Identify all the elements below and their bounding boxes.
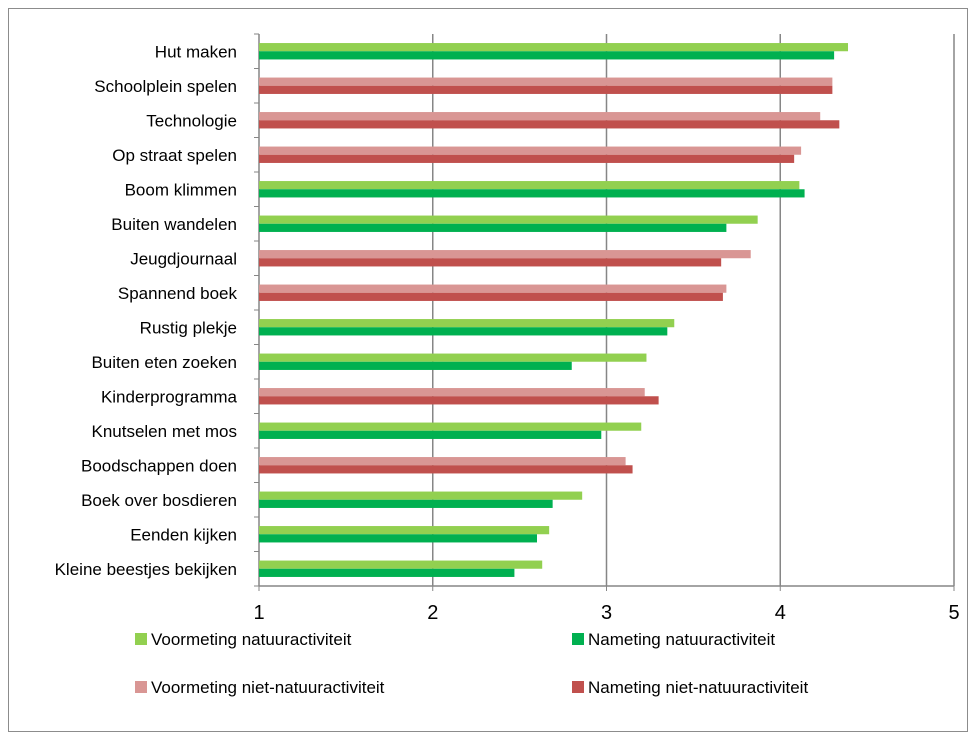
category-label: Schoolplein spelen (94, 77, 237, 96)
bar-3-series-4 (259, 120, 840, 129)
bar-5-series-2 (259, 189, 805, 198)
x-tick-label: 2 (427, 602, 438, 624)
category-label: Boodschappen doen (81, 456, 237, 475)
category-label: Knutselen met mos (91, 422, 237, 441)
bar-11-series-3 (259, 388, 645, 397)
bar-2-series-3 (259, 77, 833, 86)
chart-frame (8, 8, 968, 732)
bar-12-series-1 (259, 422, 642, 431)
legend-label: Voormeting niet-natuuractiviteit (151, 678, 385, 697)
bar-5-series-1 (259, 181, 800, 190)
category-label: Buiten eten zoeken (91, 353, 237, 372)
legend: Voormeting natuuractiviteit Nameting natu… (135, 630, 808, 697)
bar-6-series-2 (259, 223, 727, 232)
legend-item-3: Voormeting niet-natuuractiviteit (135, 678, 385, 697)
category-label: Spannend boek (118, 284, 238, 303)
bar-14-series-2 (259, 499, 553, 508)
bar-9-series-2 (259, 327, 668, 336)
category-label: Technologie (146, 111, 237, 130)
x-tick-label: 5 (948, 602, 959, 624)
bar-12-series-2 (259, 430, 602, 439)
bar-1-series-2 (259, 51, 835, 60)
legend-swatch (135, 633, 147, 645)
x-axis-ticks: 1 2 3 4 5 (253, 602, 959, 624)
bar-3-series-3 (259, 112, 821, 121)
category-label: Hut maken (155, 42, 237, 61)
legend-label: Nameting niet-natuuractiviteit (588, 678, 808, 697)
bar-4-series-4 (259, 154, 795, 163)
bars (259, 43, 849, 577)
legend-item-2: Nameting natuuractiviteit (572, 630, 775, 649)
bar-13-series-4 (259, 465, 633, 474)
category-labels: Hut maken Schoolplein spelen Technologie Op… (55, 42, 238, 579)
bar-9-series-1 (259, 319, 675, 328)
bar-8-series-3 (259, 284, 727, 293)
bar-7-series-4 (259, 258, 722, 267)
x-tick-label: 4 (775, 602, 786, 624)
category-label: Boek over bosdieren (81, 491, 237, 510)
legend-item-1: Voormeting natuuractiviteit (135, 630, 352, 649)
bar-16-series-2 (259, 568, 515, 577)
bar-16-series-1 (259, 560, 543, 569)
bar-4-series-3 (259, 146, 802, 155)
bar-7-series-3 (259, 250, 751, 259)
bar-2-series-4 (259, 85, 833, 94)
legend-swatch (572, 681, 584, 693)
legend-label: Nameting natuuractiviteit (588, 630, 775, 649)
bar-11-series-4 (259, 396, 659, 405)
bar-13-series-3 (259, 457, 626, 466)
category-label: Kinderprogramma (101, 387, 238, 406)
category-label: Kleine beestjes bekijken (55, 560, 237, 579)
category-label: Boom klimmen (125, 180, 237, 199)
x-tick-label: 3 (601, 602, 612, 624)
category-label: Eenden kijken (130, 525, 237, 544)
legend-label: Voormeting natuuractiviteit (151, 630, 352, 649)
bar-8-series-4 (259, 292, 723, 301)
category-label: Rustig plekje (140, 318, 237, 337)
legend-swatch (135, 681, 147, 693)
legend-item-4: Nameting niet-natuuractiviteit (572, 678, 808, 697)
bar-15-series-1 (259, 526, 550, 535)
x-tick-label: 1 (253, 602, 264, 624)
category-label: Jeugdjournaal (130, 249, 237, 268)
bar-6-series-1 (259, 215, 758, 224)
category-label: Buiten wandelen (111, 215, 237, 234)
bar-10-series-2 (259, 361, 572, 370)
bar-1-series-1 (259, 43, 849, 52)
bar-10-series-1 (259, 353, 647, 362)
bar-14-series-1 (259, 491, 583, 500)
legend-swatch (572, 633, 584, 645)
bar-15-series-2 (259, 534, 537, 543)
category-label: Op straat spelen (112, 146, 237, 165)
